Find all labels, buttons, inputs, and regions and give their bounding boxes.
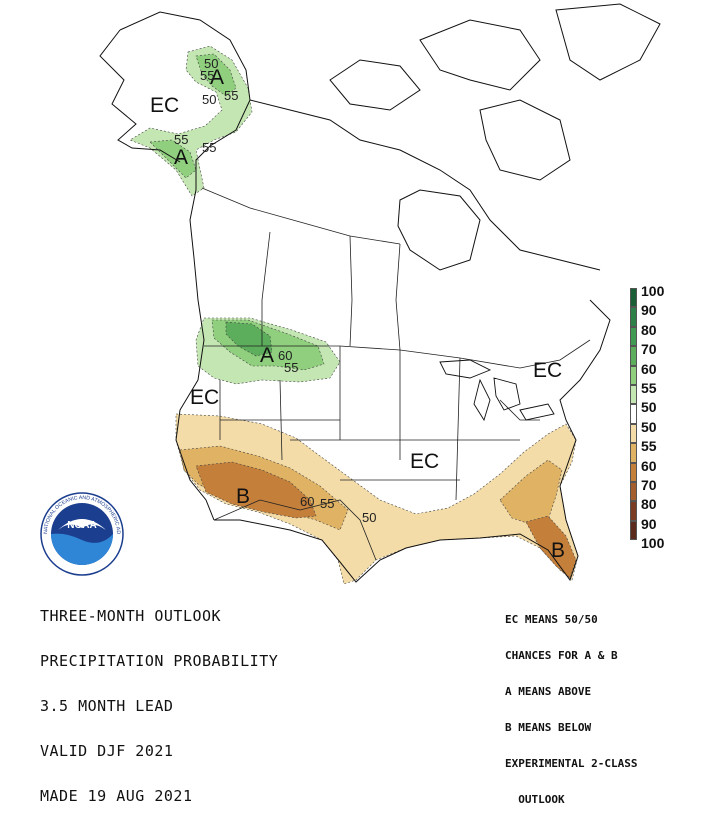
legend-row: 80 [630,322,710,347]
legend-row: 50 [630,419,710,444]
legend-label: 70 [641,341,657,358]
legend-swatch [630,462,637,482]
label-a-alaska-north: A [210,66,224,89]
legend-label: 55 [641,379,657,396]
legend-label: 80 [641,321,657,338]
label-a-northwest: A [260,344,274,367]
contour-label-ak-55c: 55 [174,132,188,147]
legend-swatch [630,288,637,308]
legend-row: 70 [630,477,710,502]
legend-label: 70 [641,476,657,493]
legend-label: 100 [641,535,665,552]
contour-label-sw-50: 50 [362,510,376,525]
note-line: B MEANS BELOW [505,721,592,734]
note-line: EC MEANS 50/50 [505,613,598,626]
label-ec-central: EC [410,450,439,473]
noaa-ring-text: NATIONAL OCEANIC AND ATMOSPHERIC ADMINIS… [0,0,121,535]
legend-swatch [630,307,637,327]
legend-row: 100 [630,283,710,308]
contour-label-ak-50b: 50 [202,92,216,107]
legend-swatch [630,423,637,444]
legend-swatch [630,346,637,366]
label-ec-northeast: EC [533,359,562,382]
legend-row: 55 [630,380,710,405]
contour-label-sw-55: 55 [320,496,334,511]
legend-label: 55 [641,438,657,455]
legend-label: 90 [641,302,657,319]
northwest-above-70-area [225,321,273,357]
label-b-florida: B [551,539,565,562]
legend-swatch [630,384,637,405]
florida-below-70-area [525,515,577,579]
noaa-logo-text: NOAA [67,520,96,531]
legend-swatch [630,501,637,521]
noaa-logo: NOAA NATIONAL OCEANIC AND ATMOSPHERIC AD… [0,0,124,576]
title-line: VALID DJF 2021 [40,742,174,760]
borders [201,187,591,561]
legend-row: 90 [630,516,710,541]
contour-label-sw-60: 60 [300,494,314,509]
legend-swatch [630,481,637,502]
label-ec-alaska: EC [150,94,179,117]
alaska-above-60-area [195,53,237,97]
note-line: OUTLOOK [505,793,565,806]
legend-notes: EC MEANS 50/50 CHANCES FOR A & B A MEANS… [505,590,637,818]
outlook-title: THREE-MONTH OUTLOOK PRECIPITATION PROBAB… [40,579,278,819]
legend-swatch [630,404,637,424]
legend-row: 60 [630,361,710,385]
note-line: CHANCES FOR A & B [505,649,618,662]
legend-label: 100 [641,283,665,299]
contour-label-ak-50a: 50 [204,56,218,71]
legend-label: 90 [641,515,657,532]
title-line: THREE-MONTH OUTLOOK [40,607,222,625]
label-a-alaska-south: A [174,146,188,169]
southwest-below-70-area [195,461,317,519]
legend-label: 60 [641,457,657,474]
contour-label-ak-55d: 55 [202,140,216,155]
legend-row: 60 [630,458,710,482]
south-below-55-area [175,413,579,585]
outlook-map: EC A A EC A EC EC B B 50 55 50 55 55 55 … [0,0,661,585]
legend-label: 50 [641,399,657,416]
legend-swatch [630,365,637,385]
legend-label: 60 [641,360,657,377]
legend-row: 90 [630,302,710,327]
title-line: MADE 19 AUG 2021 [40,787,193,805]
legend-row: 70 [630,341,710,366]
legend-row: 80 [630,496,710,521]
contour-label-ak-55a: 55 [200,68,214,83]
legend-label: 80 [641,496,657,513]
great-lakes [439,359,555,422]
contour-label-nw-55: 55 [284,360,298,375]
note-line: EXPERIMENTAL 2-CLASS [505,757,638,770]
legend-swatch [630,443,637,463]
legend-row: 50 [630,399,710,424]
contour-label-nw-60: 60 [278,348,292,363]
legend-row: 55 [630,438,710,463]
title-line: 3.5 MONTH LEAD [40,697,174,715]
coastlines [99,3,661,583]
probability-legend: 100 90 80 70 60 55 50 50 55 60 70 80 90 100 [630,283,710,551]
title-line: PRECIPITATION PROBABILITY [40,652,279,670]
label-ec-west: EC [190,386,219,409]
note-line: A MEANS ABOVE [505,685,592,698]
alaska-south-above-60-area [149,139,197,179]
contour-label-ak-55b: 55 [224,88,238,103]
legend-swatch [630,326,637,347]
legend-label: 50 [641,418,657,435]
southeast-below-60-area [499,459,563,525]
legend-swatch [630,520,637,541]
label-b-southwest: B [236,485,250,508]
